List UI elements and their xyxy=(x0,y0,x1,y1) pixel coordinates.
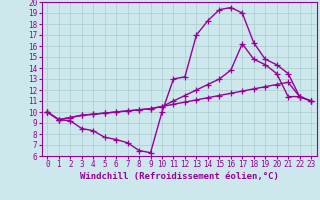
X-axis label: Windchill (Refroidissement éolien,°C): Windchill (Refroidissement éolien,°C) xyxy=(80,172,279,181)
